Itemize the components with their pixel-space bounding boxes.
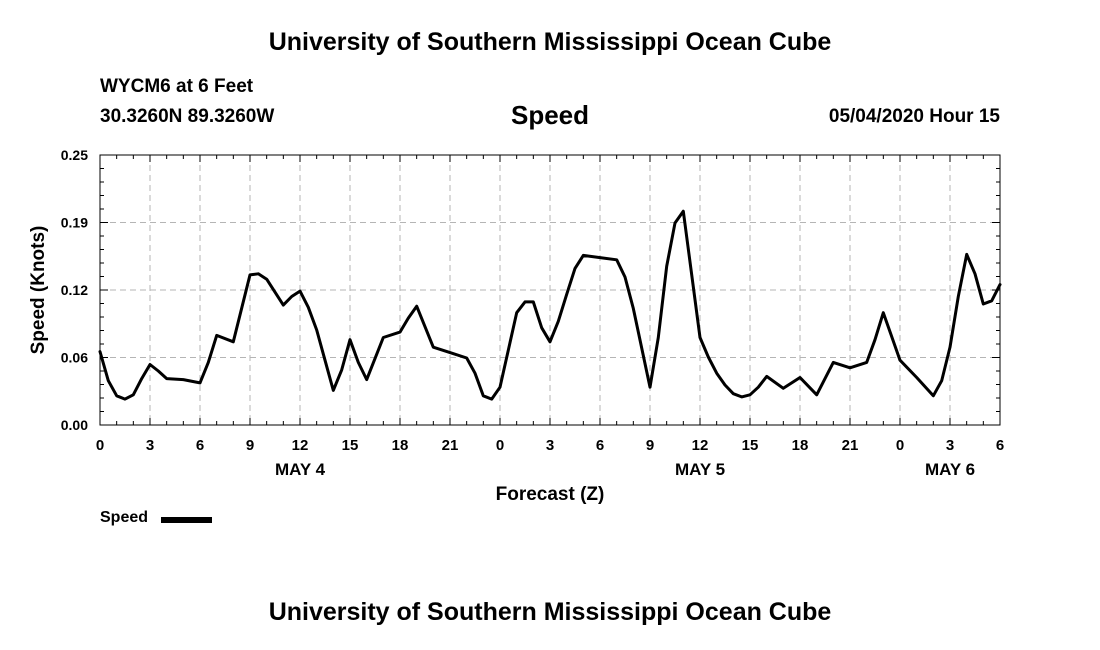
x-tick-label: 6 (196, 437, 204, 454)
series-line-speed (98, 209, 1002, 401)
x-tick-label: 9 (246, 437, 254, 454)
x-tick-label: 15 (742, 437, 759, 454)
day-labels: MAY 4 MAY 5 MAY 6 (275, 460, 975, 479)
y-tick-label: 0.12 (61, 282, 88, 298)
grid-lines (100, 155, 1000, 425)
x-tick-label: 3 (546, 437, 554, 454)
legend-label: Speed (100, 509, 149, 526)
coordinates-label: 30.3260N 89.3260W (100, 106, 275, 127)
x-tick-label: 0 (96, 437, 104, 454)
footer-title: University of Southern Mississippi Ocean… (268, 598, 832, 626)
variable-title: Speed (510, 100, 590, 130)
x-tick-label: 12 (692, 437, 709, 454)
x-axis-title: Forecast (Z) (496, 484, 605, 505)
x-tick-label: 6 (596, 437, 604, 454)
x-tick-label: 21 (442, 437, 459, 454)
x-tick-label: 3 (146, 437, 154, 454)
x-tick-label: 21 (842, 437, 859, 454)
x-tick-label: 15 (342, 437, 359, 454)
day-label: MAY 6 (925, 460, 975, 479)
station-label: WYCM6 at 6 Feet (100, 76, 254, 97)
page-title: University of Southern Mississippi Ocean… (268, 28, 832, 56)
datetime-label: 05/04/2020 Hour 15 (828, 106, 1000, 127)
x-tick-label: 18 (792, 437, 809, 454)
x-tick-label: 0 (496, 437, 504, 454)
y-tick-label: 0.19 (61, 215, 88, 231)
day-label: MAY 4 (275, 460, 326, 479)
y-tick-label: 0.25 (61, 147, 88, 163)
y-tick-label: 0.06 (61, 350, 88, 366)
x-tick-label: 3 (946, 437, 954, 454)
day-label: MAY 5 (675, 460, 725, 479)
x-tick-label: 9 (646, 437, 654, 454)
x-tick-label: 6 (996, 437, 1004, 454)
x-tick-label: 18 (392, 437, 409, 454)
x-tick-label: 12 (292, 437, 309, 454)
y-tick-label: 0.00 (61, 417, 88, 433)
series-layer (98, 209, 1002, 401)
x-axis-ticks: 0 3 6 9 12 15 18 21 0 3 6 9 12 15 18 21 0 3 6 (96, 155, 1004, 454)
legend-swatch (161, 517, 212, 523)
y-axis-title: Speed (Knots) (28, 226, 49, 355)
x-tick-label: 0 (896, 437, 904, 454)
y-axis-ticks: 0.00 0.06 0.12 0.19 0.25 (61, 147, 1000, 433)
